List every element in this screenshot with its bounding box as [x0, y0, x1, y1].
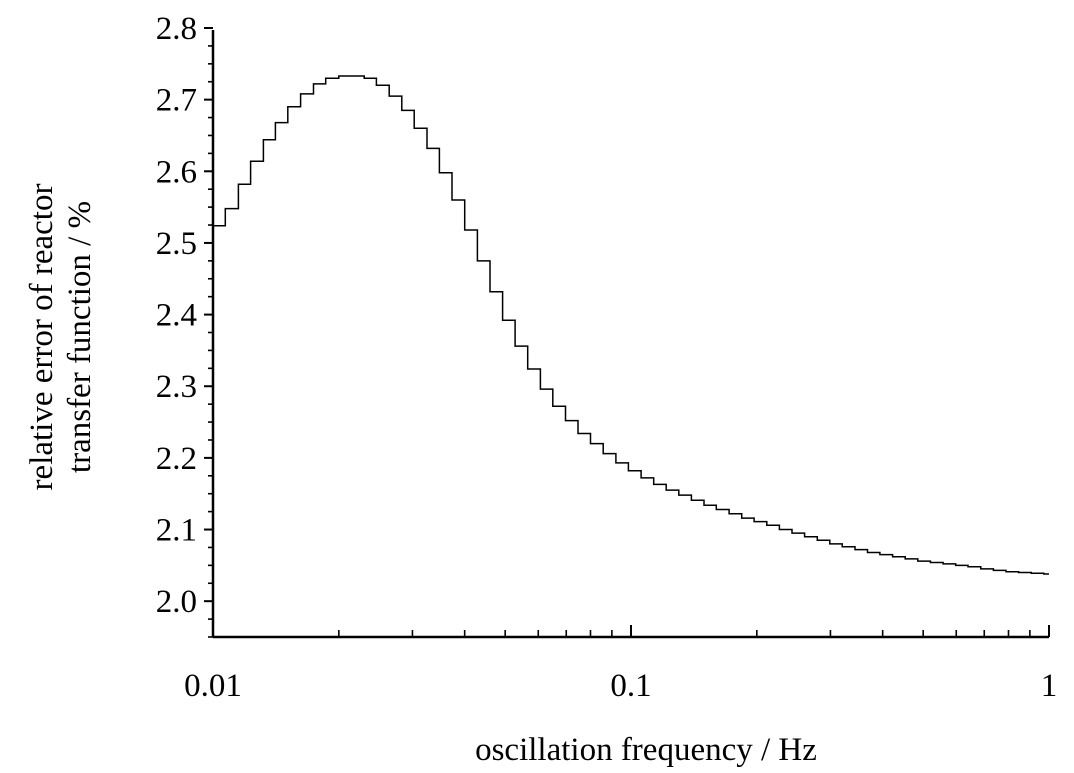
x-tick-label: 0.1 [610, 668, 651, 704]
y-tick-label: 2.7 [156, 83, 197, 119]
y-axis-title: relative error of reactor transfer funct… [24, 184, 98, 491]
y-tick-label: 2.8 [156, 11, 197, 47]
ticks [204, 27, 1050, 638]
y-tick-label: 2.3 [156, 369, 197, 405]
y-tick-label: 2.4 [156, 298, 197, 334]
y-tick-label: 2.0 [156, 584, 197, 620]
x-tick-label: 0.01 [184, 668, 242, 704]
y-axis-title-line-1: relative error of reactor [24, 184, 60, 491]
y-tick-label: 2.6 [156, 154, 197, 190]
y-tick-label: 2.1 [156, 513, 197, 549]
x-tick-label: 1 [1041, 668, 1058, 704]
y-tick-label: 2.2 [156, 441, 197, 477]
series-line [213, 75, 1049, 575]
x-axis-title: oscillation frequency / Hz [475, 732, 817, 768]
tick-labels: 2.0 2.1 2.2 2.3 2.4 2.5 2.6 2.7 2.8 0.01 0.1 1 [156, 11, 1058, 704]
y-tick-label: 2.5 [156, 226, 197, 262]
y-axis-title-line-2: transfer function / % [62, 201, 98, 473]
axes [211, 30, 1049, 639]
